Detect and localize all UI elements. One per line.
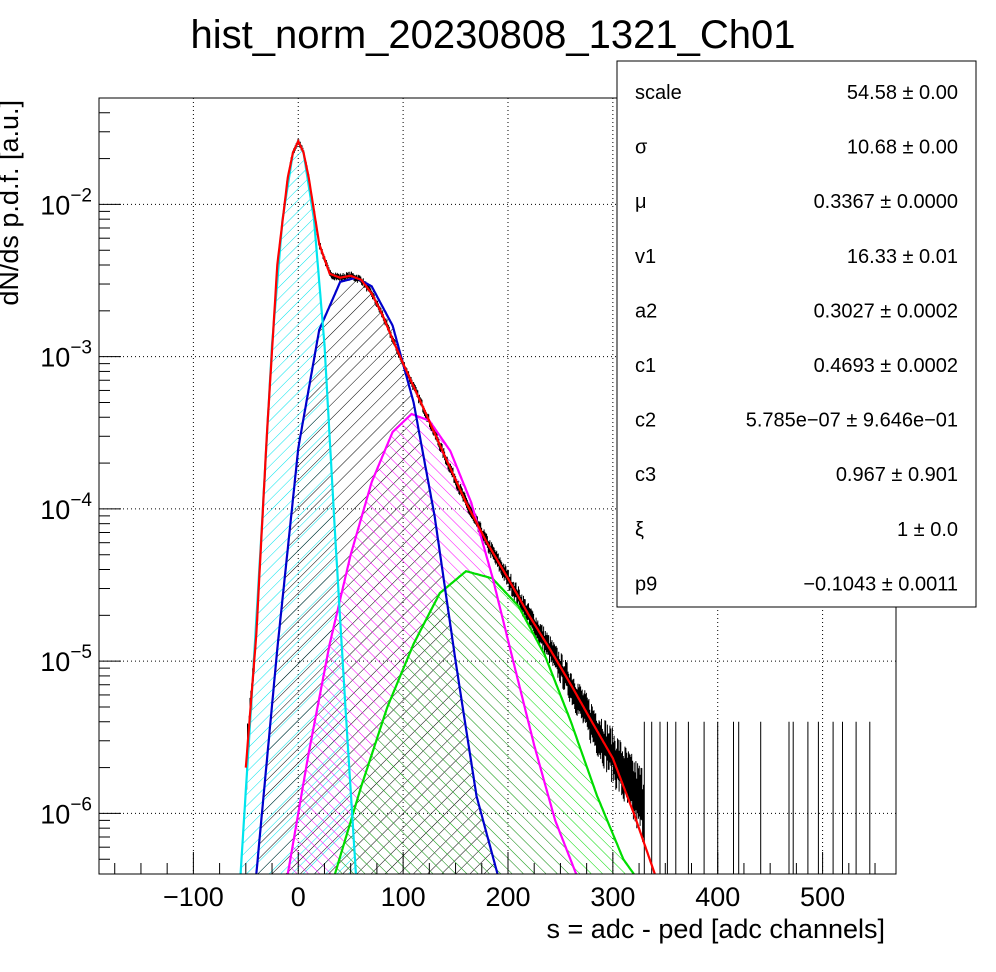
stat-name: a2 [635, 300, 657, 322]
stats-box-frame [616, 60, 977, 608]
y-tick-label: 10−6 [40, 794, 92, 829]
y-tick-label: 10−4 [40, 490, 92, 525]
x-tick-label: 400 [695, 882, 740, 912]
y-tick-base: 10 [40, 799, 70, 829]
y-tick-label: 10−5 [40, 642, 92, 677]
x-axis-title: s = adc - ped [adc channels] [547, 914, 885, 944]
stat-name: scale [635, 82, 682, 104]
stat-value: 54.58 ± 0.00 [847, 82, 958, 104]
y-tick-base: 10 [40, 495, 70, 525]
y-tick-base: 10 [40, 190, 70, 220]
fit-curve-4 [333, 569, 635, 874]
fit-curve-2 [255, 276, 499, 874]
x-tick-label: 0 [291, 882, 306, 912]
stat-name: c1 [635, 355, 656, 377]
stat-name: ξ [635, 519, 644, 541]
y-tick-exponent: −3 [70, 338, 92, 359]
stat-value: 0.4693 ± 0.0002 [814, 355, 958, 377]
stat-value: 0.967 ± 0.901 [836, 464, 958, 486]
stat-name: c3 [635, 464, 656, 486]
y-tick-base: 10 [40, 647, 70, 677]
y-tick-exponent: −6 [70, 794, 92, 815]
x-tick-label: −100 [163, 882, 224, 912]
stat-name: p9 [635, 573, 657, 595]
y-axis-title: dN/ds p.d.f. [a.u.] [0, 100, 24, 306]
component-fills [240, 141, 634, 874]
fit-curve-3 [286, 412, 578, 874]
component-fill-4 [335, 571, 634, 874]
stat-name: c2 [635, 410, 656, 432]
stat-name: v1 [635, 246, 656, 268]
x-tick-label: 200 [485, 882, 530, 912]
fit-curves [239, 138, 656, 874]
stat-value: −0.1043 ± 0.0011 [803, 573, 958, 595]
stat-name: σ [635, 137, 648, 159]
y-tick-label: 10−3 [40, 338, 92, 373]
chart-title: hist_norm_20230808_1321_Ch01 [191, 13, 796, 57]
stat-value: 16.33 ± 0.01 [847, 246, 958, 268]
fit-curve-0 [244, 138, 656, 874]
x-tick-label: 300 [590, 882, 635, 912]
stat-value: 5.785e−07 ± 9.646e−01 [746, 410, 958, 432]
y-tick-base: 10 [40, 343, 70, 373]
y-tick-exponent: −5 [70, 642, 92, 663]
stat-value: 0.3367 ± 0.0000 [814, 191, 958, 213]
stat-value: 1 ± 0.0 [897, 519, 958, 541]
y-tick-exponent: −4 [70, 490, 92, 511]
x-tick-label: 500 [800, 882, 845, 912]
x-tick-label: 100 [381, 882, 426, 912]
stat-name: μ [635, 191, 647, 213]
y-tick-label: 10−2 [40, 185, 92, 220]
stat-value: 0.3027 ± 0.0002 [814, 300, 958, 322]
y-tick-exponent: −2 [70, 185, 92, 206]
fit-stats-box: scale 54.58 ± 0.00 σ 10.68 ± 0.00 μ 0.3367 ± … [616, 60, 977, 608]
stat-value: 10.68 ± 0.00 [847, 137, 958, 159]
